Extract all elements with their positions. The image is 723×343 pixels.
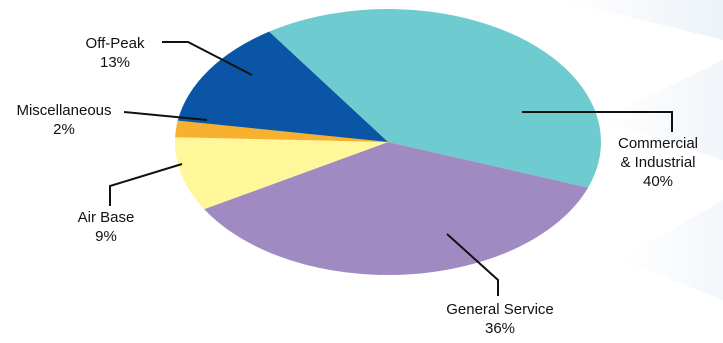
slice-label-off-peak: Off-Peak 13% [85, 35, 145, 71]
pie-slice-commercial-industrial [269, 9, 602, 188]
leader-line-off-peak [162, 41, 253, 76]
slice-label-miscellaneous: Miscellaneous 2% [16, 102, 112, 138]
slice-label-air-base: Air Base 9% [77, 209, 135, 245]
leader-line-miscellaneous [123, 111, 208, 121]
slice-label-general-service: General Service 36% [446, 301, 554, 337]
pie-slice-general-service [204, 142, 589, 276]
leader-line-general-service [446, 233, 499, 296]
pie-slice-off-peak [177, 31, 388, 142]
leader-line-air-base [109, 163, 183, 206]
leader-line-commercial-industrial [522, 111, 673, 132]
pie-slice-miscellaneous [175, 120, 388, 142]
pie-slice-air-base [175, 137, 388, 210]
slice-label-commercial-industrial: Commercial & Industrial 40% [617, 135, 698, 190]
